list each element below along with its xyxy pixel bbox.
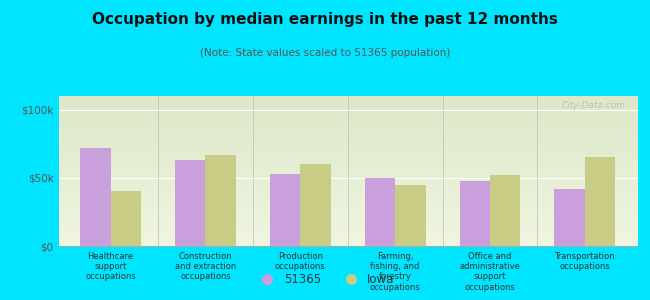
Legend: 51365, Iowa: 51365, Iowa: [251, 269, 399, 291]
Text: City-Data.com: City-Data.com: [562, 100, 625, 109]
Bar: [460, 181, 490, 246]
Bar: [365, 178, 395, 246]
Text: (Note: State values scaled to 51365 population): (Note: State values scaled to 51365 popu…: [200, 48, 450, 58]
Bar: [300, 164, 331, 246]
Bar: [175, 160, 205, 246]
Bar: [554, 189, 585, 246]
Text: Occupation by median earnings in the past 12 months: Occupation by median earnings in the pas…: [92, 12, 558, 27]
Bar: [395, 184, 426, 246]
Bar: [585, 158, 615, 246]
Bar: [111, 191, 141, 246]
Bar: [205, 154, 236, 246]
Bar: [490, 175, 521, 246]
Bar: [270, 174, 300, 246]
Bar: [81, 148, 110, 246]
